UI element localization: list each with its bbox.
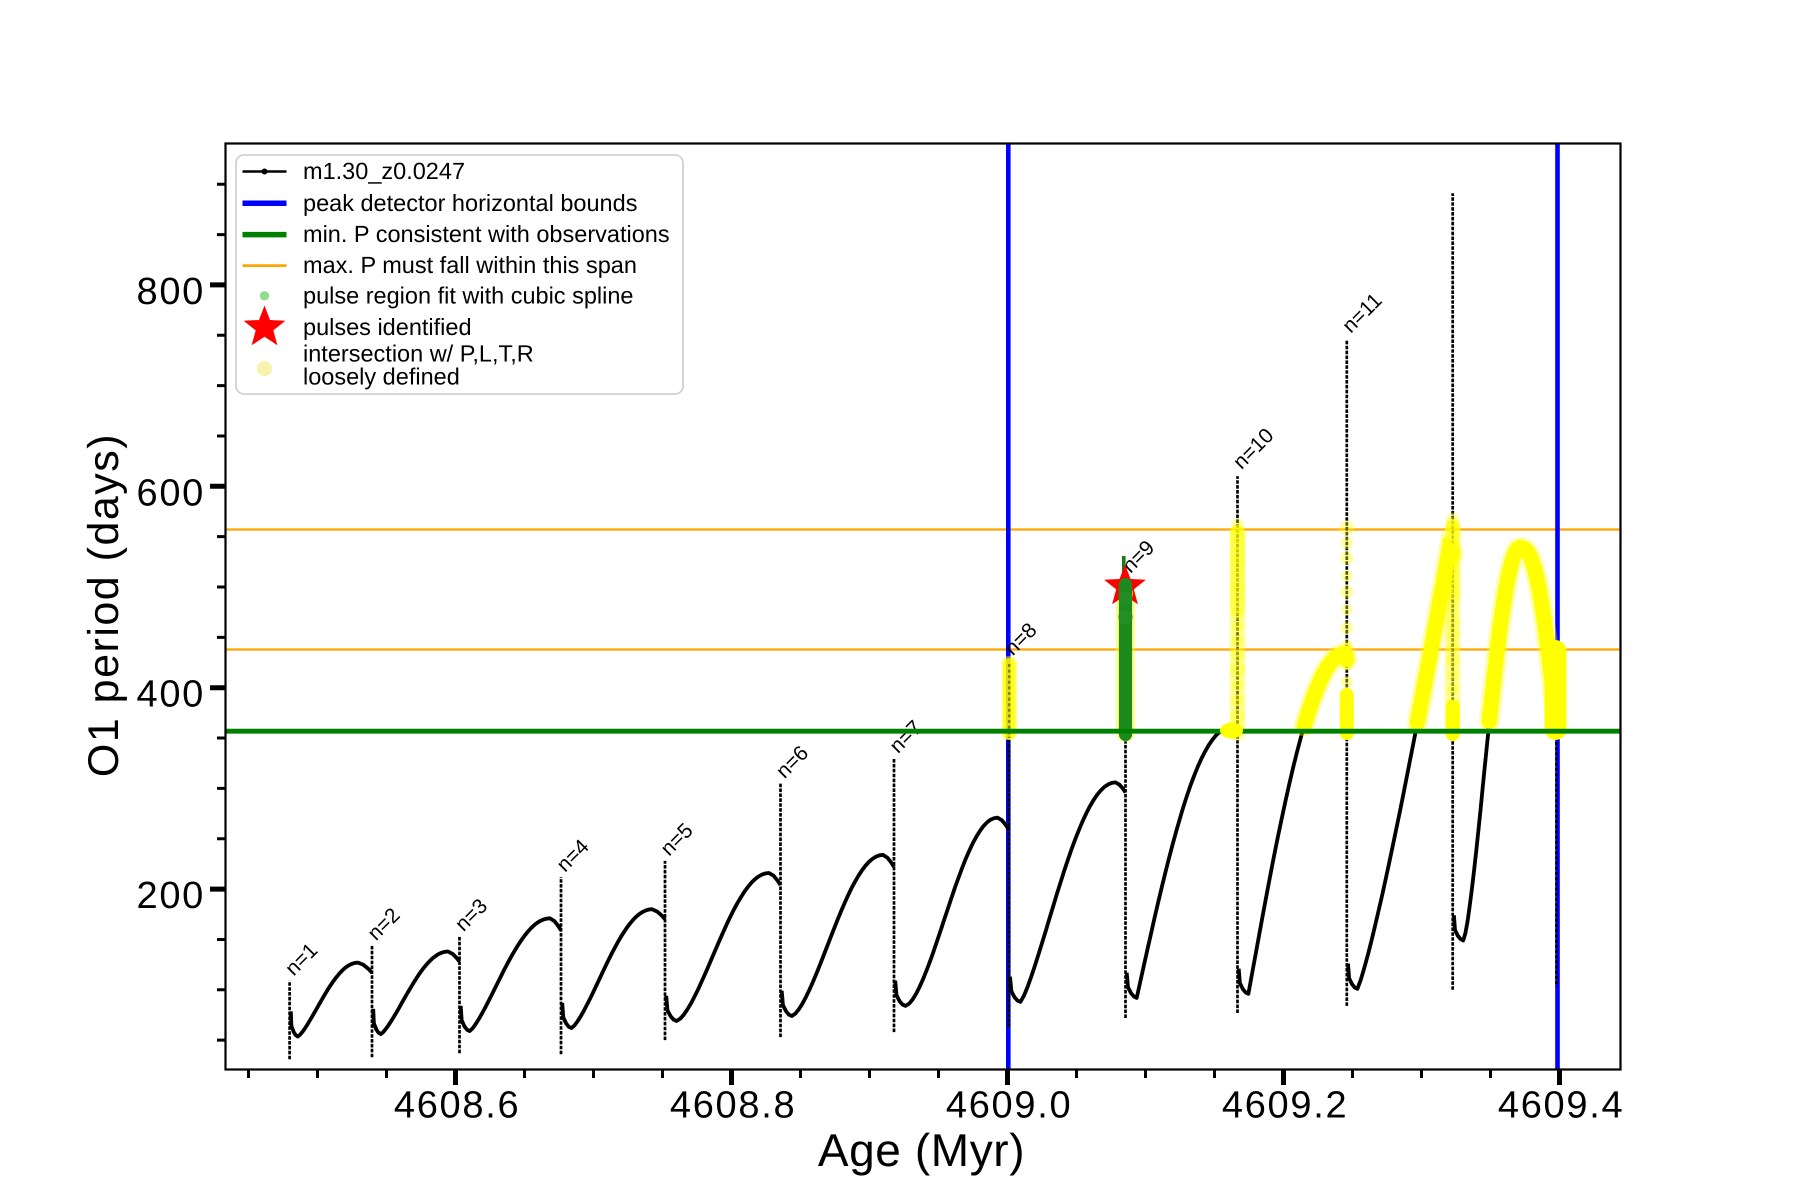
svg-text:4608.8: 4608.8 [670,1085,796,1127]
svg-text:m1.30_z0.0247: m1.30_z0.0247 [303,158,465,184]
svg-text:600: 600 [136,472,205,514]
svg-text:400: 400 [136,674,205,716]
svg-text:800: 800 [136,271,205,313]
svg-text:pulse region fit with cubic sp: pulse region fit with cubic spline [303,282,633,308]
svg-text:O1 period (days): O1 period (days) [80,433,128,777]
svg-text:intersection w/ P,L,T,R: intersection w/ P,L,T,R [303,341,534,367]
svg-text:min. P consistent with observa: min. P consistent with observations [303,221,670,247]
svg-text:200: 200 [136,875,205,917]
svg-text:4609.2: 4609.2 [1222,1085,1348,1127]
svg-text:4609.0: 4609.0 [946,1085,1072,1127]
svg-text:max. P must fall within this s: max. P must fall within this span [303,252,637,278]
svg-text:peak detector horizontal bound: peak detector horizontal bounds [303,190,637,216]
svg-text:Age (Myr): Age (Myr) [818,1124,1025,1176]
svg-text:4608.6: 4608.6 [394,1085,520,1127]
svg-text:loosely defined: loosely defined [303,364,460,390]
svg-text:4609.4: 4609.4 [1498,1085,1624,1127]
svg-text:pulses identified: pulses identified [303,314,472,340]
